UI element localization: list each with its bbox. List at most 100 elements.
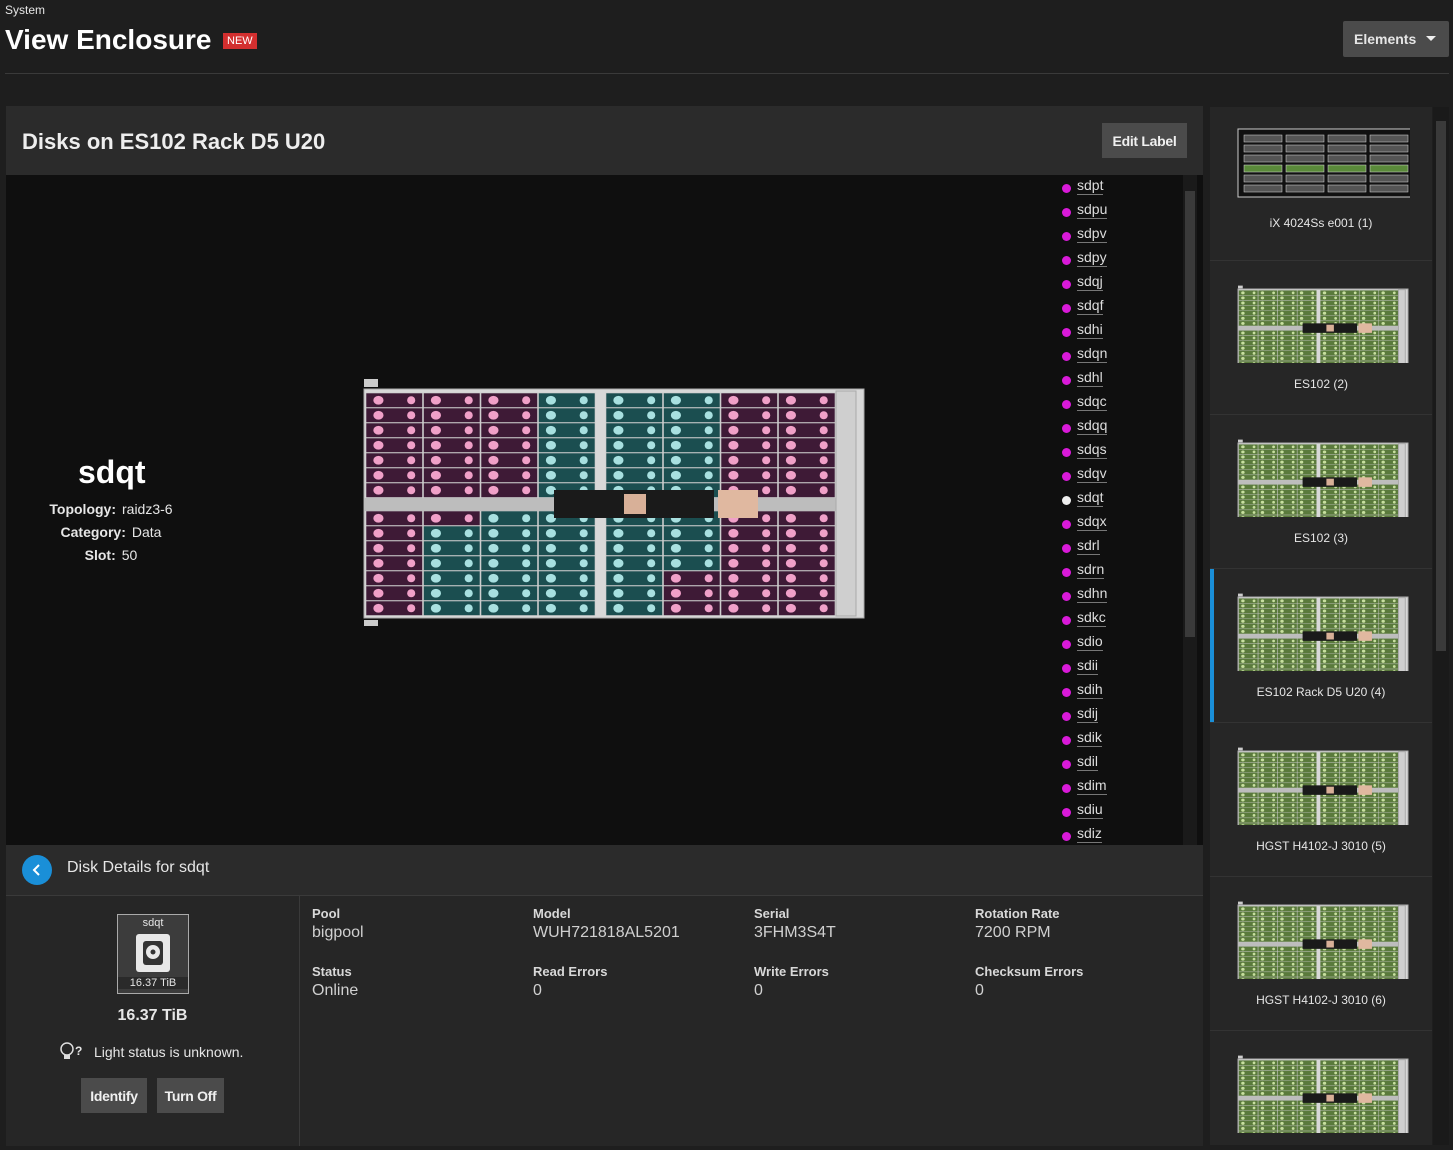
drive-led <box>1334 1071 1338 1075</box>
drive-led <box>1299 460 1304 464</box>
drive-led <box>1280 639 1284 643</box>
drive-led <box>1280 475 1284 479</box>
drive-slot <box>1359 961 1379 967</box>
drive-slot <box>1258 976 1278 979</box>
drive-led <box>1260 351 1265 355</box>
drive-slot <box>1277 494 1298 500</box>
disk-link[interactable]: sdii <box>1077 657 1099 675</box>
drive-led <box>1299 783 1304 787</box>
enclosure-item[interactable]: ES102 (2) <box>1210 261 1432 415</box>
drive-led <box>1373 639 1377 643</box>
disk-link[interactable]: sdqv <box>1077 465 1107 483</box>
disk-link[interactable]: sdqt <box>1077 489 1104 507</box>
enclosure-item[interactable]: ES102 Rack D5 U20 (4) <box>1210 569 1432 723</box>
disk-status-dot <box>1062 808 1071 817</box>
drive-slot <box>1258 772 1278 778</box>
back-button[interactable] <box>22 855 52 885</box>
disk-link[interactable]: sdqs <box>1077 441 1107 459</box>
drive-slot <box>1339 618 1360 624</box>
drive-led <box>1241 510 1245 514</box>
drive-led <box>1280 604 1284 608</box>
drive-slot <box>1238 817 1258 824</box>
drive-led <box>1260 957 1265 961</box>
breadcrumb[interactable]: System <box>5 3 46 17</box>
identify-button[interactable]: Identify <box>81 1078 147 1113</box>
drive-led <box>1322 604 1327 608</box>
drive-led <box>1342 316 1346 320</box>
disk-link[interactable]: sdhn <box>1077 585 1108 603</box>
disk-link[interactable]: sdpt <box>1077 177 1104 195</box>
drive-led <box>1361 510 1366 514</box>
drive-led <box>1241 1091 1245 1095</box>
disk-link[interactable]: sdil <box>1077 753 1099 771</box>
drive-led <box>1353 922 1357 926</box>
enclosure-item[interactable]: iX 4024Ss e001 (1) <box>1210 107 1432 261</box>
drive-led <box>1373 500 1377 504</box>
enclosure-item[interactable]: ES102 (3) <box>1210 415 1432 569</box>
disk-link[interactable]: sdpu <box>1077 201 1108 219</box>
drive-slot <box>1238 509 1258 516</box>
drive-slot <box>1297 355 1317 362</box>
disk-link[interactable]: sdrl <box>1077 537 1100 555</box>
drive-led <box>1299 1086 1304 1090</box>
disk-link[interactable]: sdqj <box>1077 273 1103 291</box>
disk-link[interactable]: sdkc <box>1077 609 1106 627</box>
enclosure-item[interactable]: HGST H4102-J 3010 (6) <box>1210 877 1432 1031</box>
disk-link[interactable]: sdrn <box>1077 561 1105 579</box>
drive-led <box>545 573 557 583</box>
drive-slot <box>1297 1085 1317 1091</box>
scroll-thumb[interactable] <box>1185 191 1195 637</box>
enclosure-item[interactable]: HGST H4102-J 3010 (7) <box>1210 1031 1432 1145</box>
elements-menu[interactable]: Elements <box>1343 21 1449 57</box>
drive-slot <box>1297 603 1317 609</box>
drive-led <box>1260 1116 1265 1120</box>
disk-link[interactable]: sdpy <box>1077 249 1107 267</box>
drive-led <box>1334 912 1338 916</box>
drive-led <box>1299 321 1304 325</box>
drive-led <box>1272 470 1275 474</box>
drive-led <box>762 574 771 583</box>
drive-led <box>430 470 442 480</box>
drive-led <box>1322 505 1327 509</box>
disk-link[interactable]: sdiz <box>1077 825 1102 843</box>
disk-link[interactable]: sdiu <box>1077 801 1103 819</box>
drive-slot <box>1258 767 1278 773</box>
drive-led <box>613 543 624 553</box>
disk-link[interactable]: sdhi <box>1077 321 1103 339</box>
disk-link[interactable]: sdio <box>1077 633 1103 651</box>
enclosure-item[interactable]: HGST H4102-J 3010 (5) <box>1210 723 1432 877</box>
disk-link[interactable]: sdqf <box>1077 297 1104 315</box>
turn-off-button[interactable]: Turn Off <box>157 1078 224 1113</box>
drive-led <box>1342 664 1346 668</box>
disk-link[interactable]: sdik <box>1077 729 1102 747</box>
drive-led <box>1299 808 1304 812</box>
disk-link[interactable]: sdqx <box>1077 513 1107 531</box>
drive-slot <box>1339 762 1360 768</box>
drive-led <box>1260 793 1265 797</box>
disk-link[interactable]: sdih <box>1077 681 1103 699</box>
drive-slot <box>1277 1125 1298 1132</box>
drive-led <box>1322 1121 1327 1125</box>
disk-link[interactable]: sdhl <box>1077 369 1103 387</box>
drive-slot <box>1359 658 1379 664</box>
drive-slot <box>1359 459 1379 465</box>
disk-link[interactable]: sdqc <box>1077 393 1107 411</box>
drive-led <box>1373 1092 1377 1095</box>
drive-led <box>1252 490 1256 494</box>
drive-led <box>407 559 416 568</box>
drive-led <box>704 559 713 568</box>
drive-slot <box>1339 772 1360 778</box>
drive-slot <box>1369 184 1409 193</box>
drive-led <box>819 529 828 538</box>
disk-link[interactable]: sdij <box>1077 705 1099 723</box>
scroll-thumb[interactable] <box>1436 121 1446 651</box>
drive-led <box>1381 614 1385 618</box>
disk-link[interactable]: sdqn <box>1077 345 1108 363</box>
disk-link[interactable]: sdim <box>1077 777 1107 795</box>
disk-link[interactable]: sdqq <box>1077 417 1108 435</box>
disk-link[interactable]: sdpv <box>1077 225 1107 243</box>
drive-led <box>1252 649 1256 653</box>
edit-label-button[interactable]: Edit Label <box>1102 123 1187 158</box>
drive-slot <box>1258 1130 1278 1133</box>
drive-led <box>488 395 499 405</box>
